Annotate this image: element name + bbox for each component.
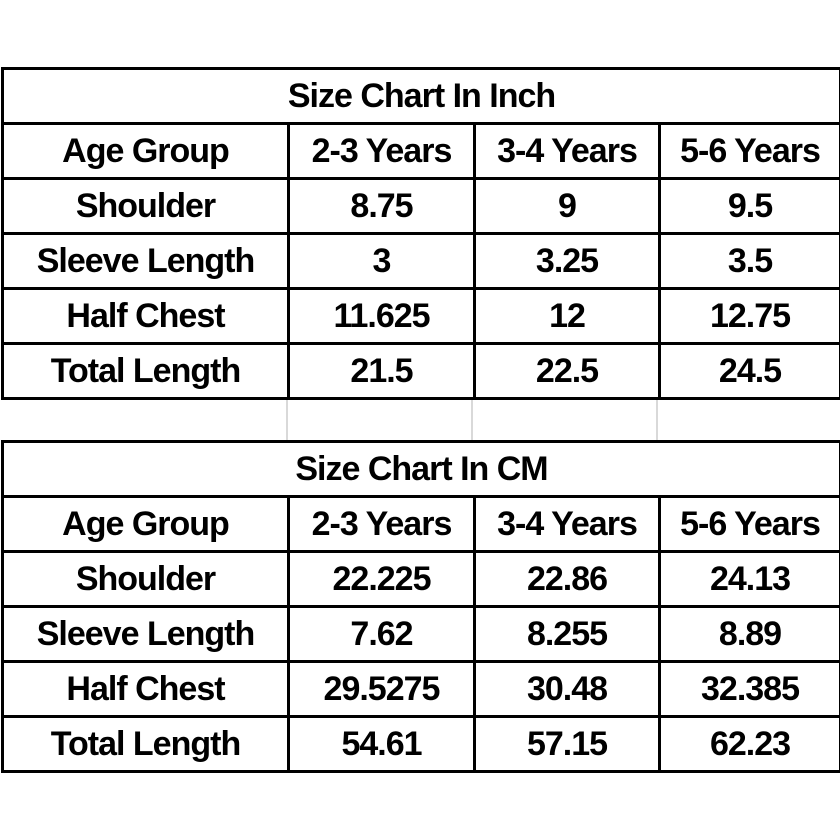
size-chart-sheet: Size Chart In Inch Age Group 2-3 Years 3… [0, 0, 840, 773]
table-cell: 11.625 [287, 287, 476, 345]
table-cell: 9.5 [657, 177, 840, 235]
table-cell: 57.15 [473, 715, 661, 773]
table-cell: 12.75 [657, 287, 840, 345]
row-label: Half Chest [1, 287, 290, 345]
column-header: 2-3 Years [287, 495, 476, 553]
row-label: Shoulder [1, 550, 290, 608]
gap-gridline-cell [1, 400, 288, 440]
column-header: 3-4 Years [473, 122, 661, 180]
table-cell: 22.5 [473, 342, 661, 400]
table-row: Half Chest 11.625 12 12.75 [1, 287, 840, 345]
table-cell: 12 [473, 287, 661, 345]
row-label: Half Chest [1, 660, 290, 718]
table-cell: 8.89 [658, 605, 840, 663]
table-row: Size Chart In Inch [0, 67, 840, 125]
column-header: Age Group [1, 122, 290, 180]
table-row: Total Length 54.61 57.15 62.23 [1, 715, 840, 773]
gap-gridline-cell [473, 400, 658, 440]
column-header: 5-6 Years [657, 122, 840, 180]
column-header: 5-6 Years [658, 495, 840, 553]
table-cell: 9 [473, 177, 661, 235]
row-label: Sleeve Length [1, 232, 290, 290]
row-label: Total Length [1, 342, 290, 400]
row-label: Sleeve Length [1, 605, 290, 663]
table-cell: 21.5 [287, 342, 476, 400]
table-row: Size Chart In CM [1, 440, 840, 498]
table-row: Age Group 2-3 Years 3-4 Years 5-6 Years [1, 122, 840, 180]
table-cell: 3.25 [473, 232, 661, 290]
table-row: Age Group 2-3 Years 3-4 Years 5-6 Years [1, 495, 840, 553]
size-chart-cm-table: Size Chart In CM Age Group 2-3 Years 3-4… [1, 440, 840, 773]
table-cell: 7.62 [287, 605, 476, 663]
table-row: Total Length 21.5 22.5 24.5 [1, 342, 840, 400]
table-cell: 24.5 [657, 342, 840, 400]
table-title: Size Chart In Inch [0, 67, 840, 125]
table-row: Sleeve Length 7.62 8.255 8.89 [1, 605, 840, 663]
table-cell: 22.225 [287, 550, 476, 608]
gap-gridline-cell [288, 400, 473, 440]
table-cell: 8.75 [287, 177, 476, 235]
table-cell: 29.5275 [287, 660, 476, 718]
column-header: 2-3 Years [287, 122, 476, 180]
column-header: 3-4 Years [473, 495, 661, 553]
table-row: Shoulder 22.225 22.86 24.13 [1, 550, 840, 608]
table-cell: 54.61 [287, 715, 476, 773]
table-row: Shoulder 8.75 9 9.5 [1, 177, 840, 235]
row-label: Total Length [1, 715, 290, 773]
table-cell: 22.86 [473, 550, 661, 608]
table-cell: 62.23 [658, 715, 840, 773]
table-gap-strip [1, 400, 839, 440]
size-chart-inch-table: Size Chart In Inch Age Group 2-3 Years 3… [0, 67, 840, 400]
table-cell: 30.48 [473, 660, 661, 718]
table-cell: 24.13 [658, 550, 840, 608]
table-cell: 8.255 [473, 605, 661, 663]
column-header: Age Group [1, 495, 290, 553]
table-row: Sleeve Length 3 3.25 3.5 [1, 232, 840, 290]
row-label: Shoulder [1, 177, 290, 235]
table-cell: 3.5 [657, 232, 840, 290]
gap-gridline-cell [658, 400, 839, 440]
table-cell: 32.385 [658, 660, 840, 718]
table-cell: 3 [287, 232, 476, 290]
table-title: Size Chart In CM [1, 440, 840, 498]
table-row: Half Chest 29.5275 30.48 32.385 [1, 660, 840, 718]
